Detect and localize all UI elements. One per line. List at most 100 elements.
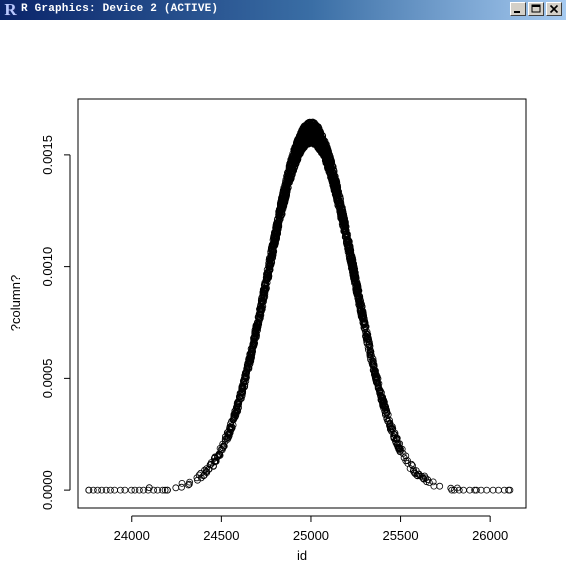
data-point [257,306,265,314]
data-point [323,149,331,157]
r-logo-icon[interactable]: R [4,0,17,19]
data-point [283,176,291,184]
minimize-button[interactable] [510,2,526,16]
data-point [285,165,293,173]
data-point [402,452,410,460]
data-point [347,257,355,265]
data-point [127,486,135,494]
data-point [226,428,234,436]
y-tick-label: 0.0010 [40,247,55,287]
data-point [272,232,280,240]
data-point [298,140,306,148]
data-point [111,486,118,494]
data-point [258,294,266,302]
data-point [272,237,279,245]
data-point [252,324,260,332]
data-point [386,420,394,428]
data-point [365,336,373,344]
data-point [430,482,438,490]
data-point [269,252,276,260]
data-point [235,404,243,412]
data-point [131,486,139,494]
data-point [178,479,186,487]
data-point [282,186,290,194]
data-point [260,289,267,297]
data-point [348,258,356,266]
data-point [411,470,419,478]
data-point [247,355,254,363]
data-point [98,486,106,494]
data-point [288,171,296,179]
data-point [262,279,270,287]
data-point [197,474,205,482]
data-point [339,222,347,230]
data-point [107,486,114,494]
x-tick-label: 26000 [472,528,508,543]
data-point [311,121,319,129]
data-point [301,131,309,139]
data-point [275,217,283,225]
title-bar[interactable]: R R Graphics: Device 2 (ACTIVE) [0,0,566,20]
data-point [283,190,290,198]
data-point [211,454,219,462]
data-point [184,481,192,489]
data-point [144,486,152,494]
window-title: R Graphics: Device 2 (ACTIVE) [21,3,219,15]
data-point [319,145,327,153]
data-point [383,409,391,417]
data-point [207,460,215,468]
data-point [352,288,360,296]
data-point [215,450,223,458]
data-point [466,486,474,494]
data-point [366,351,374,359]
data-point [280,192,288,200]
x-tick-label: 24500 [203,528,239,543]
data-point [489,486,497,494]
data-point [163,486,171,494]
data-point [85,486,93,494]
data-point [117,486,124,494]
data-point [420,474,427,482]
data-point [351,272,359,280]
y-tick-label: 0.0000 [40,470,55,510]
data-point [256,310,264,318]
maximize-button[interactable] [528,2,544,16]
data-point [275,213,283,221]
data-point [363,334,371,342]
data-point [269,254,277,262]
data-point [282,177,290,185]
data-point [397,445,405,453]
data-point [260,295,268,303]
data-point [305,118,313,126]
data-point [307,125,315,133]
data-point [472,486,480,494]
data-point [251,329,259,337]
x-axis: 24000 24500 25000 25500 26000 [114,515,508,543]
close-button[interactable] [546,2,562,16]
plot-area: 24000 24500 25000 25500 26000 0.0000 0.0005 0.… [0,20,566,581]
data-point [233,403,240,411]
x-tick-label: 25500 [382,528,418,543]
data-point [362,328,370,336]
data-point [150,486,158,494]
data-point [322,144,330,152]
data-point [425,479,433,487]
data-point [315,127,323,135]
data-point [275,206,283,214]
data-point [380,396,388,404]
x-tick-label: 24000 [114,528,150,543]
data-point [313,135,321,143]
data-point [94,486,101,494]
data-point [287,167,295,175]
data-point [288,156,296,164]
plot-frame [77,98,527,509]
data-point [384,418,392,425]
data-point [447,484,455,492]
data-point [410,469,418,477]
data-point [193,474,201,482]
data-point [269,249,277,257]
data-point [291,147,299,155]
data-point [393,441,401,449]
data-point [369,361,377,369]
data-point [359,314,367,321]
